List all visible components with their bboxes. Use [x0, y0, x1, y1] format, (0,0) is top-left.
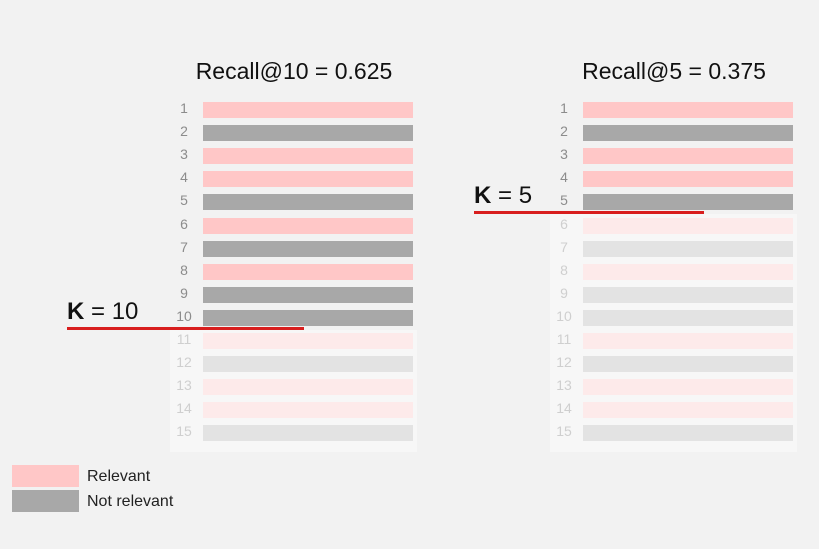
not-relevant-bar: [583, 286, 793, 303]
rank-number: 7: [560, 238, 568, 255]
rank-number: 8: [180, 261, 188, 278]
rank-number: 5: [180, 192, 188, 209]
recall-at-5-title: Recall@5 = 0.375: [582, 58, 766, 84]
not-relevant-bar: [203, 356, 413, 373]
relevant-bar: [203, 263, 413, 280]
rank-number: 7: [180, 238, 188, 255]
rank-number: 12: [176, 354, 192, 371]
recall-at-10-title: Recall@10 = 0.625: [195, 58, 393, 84]
relevant-bar: [583, 333, 793, 349]
relevant-swatch: [12, 465, 79, 487]
relevant-bar: [203, 102, 413, 118]
not-relevant-bar: [203, 309, 413, 326]
rank-number: 8: [560, 261, 568, 278]
rank-number: 11: [176, 331, 192, 347]
legend-relevant-label: Relevant: [87, 468, 151, 485]
relevant-bar: [203, 379, 413, 396]
rank-number: 3: [180, 146, 188, 163]
relevant-bar: [203, 171, 413, 188]
relevant-bar: [583, 402, 793, 419]
k-cutoff-line: [67, 327, 304, 330]
rank-number: 15: [176, 423, 192, 440]
relevant-bar: [583, 148, 793, 165]
rank-number: 14: [556, 400, 572, 417]
rank-number: 13: [556, 377, 572, 394]
k-cutoff-label: K = 5: [474, 182, 533, 209]
not-relevant-bar: [583, 356, 793, 373]
rank-number: 12: [556, 354, 572, 371]
rank-number: 4: [560, 169, 568, 186]
not-relevant-bar: [203, 194, 413, 211]
rank-number: 15: [556, 423, 572, 440]
relevant-bar: [203, 333, 413, 349]
not-relevant-bar: [203, 286, 413, 303]
not-relevant-swatch: [12, 490, 79, 512]
rank-number: 10: [176, 307, 192, 324]
not-relevant-bar: [203, 240, 413, 257]
relevant-bar: [583, 263, 793, 280]
rank-number: 4: [180, 169, 188, 186]
rank-number: 2: [560, 123, 568, 140]
relevant-bar: [203, 148, 413, 165]
rank-number: 10: [556, 307, 572, 324]
relevant-bar: [583, 379, 793, 396]
rank-number: 1: [180, 100, 188, 116]
not-relevant-bar: [583, 240, 793, 257]
rank-number: 6: [180, 215, 188, 232]
relevant-bar: [203, 217, 413, 234]
rank-number: 14: [176, 400, 192, 417]
rank-number: 11: [556, 331, 572, 347]
rank-number: 3: [560, 146, 568, 163]
relevant-bar: [583, 102, 793, 118]
k-cutoff-line: [474, 211, 704, 214]
relevant-bar: [583, 171, 793, 188]
not-relevant-bar: [203, 425, 413, 442]
rank-number: 13: [176, 377, 192, 394]
rank-number: 1: [560, 100, 568, 116]
rank-number: 9: [560, 284, 568, 301]
rank-number: 2: [180, 123, 188, 140]
rank-number: 6: [560, 215, 568, 232]
not-relevant-bar: [583, 125, 793, 142]
rank-number: 5: [560, 192, 568, 209]
not-relevant-bar: [583, 194, 793, 211]
not-relevant-bar: [583, 425, 793, 442]
relevant-bar: [203, 402, 413, 419]
not-relevant-bar: [203, 125, 413, 142]
not-relevant-bar: [583, 309, 793, 326]
rank-number: 9: [180, 284, 188, 301]
k-cutoff-label: K = 10: [67, 298, 139, 325]
legend-not-relevant-label: Not relevant: [87, 493, 174, 510]
relevant-bar: [583, 217, 793, 234]
